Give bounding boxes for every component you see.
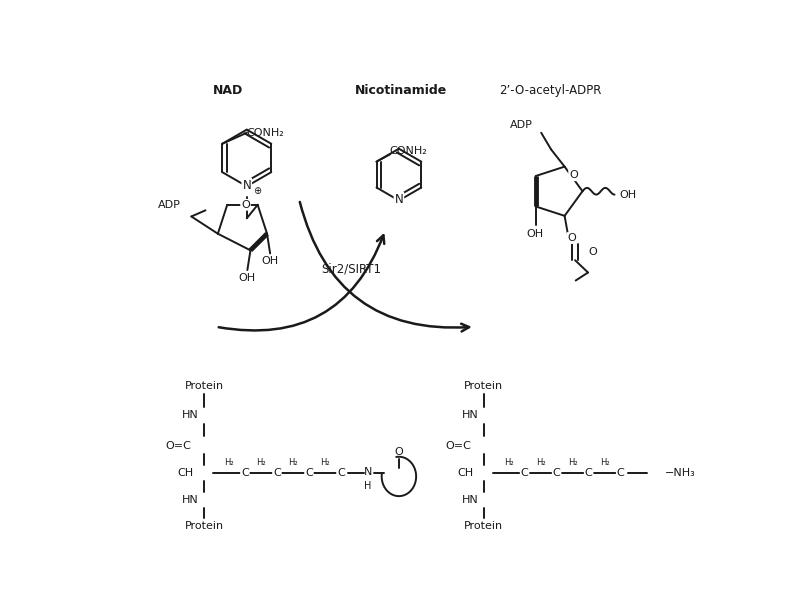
- Text: OH: OH: [619, 190, 637, 199]
- Text: O: O: [569, 170, 578, 180]
- Text: NAD: NAD: [213, 84, 243, 97]
- Text: CONH₂: CONH₂: [390, 145, 427, 156]
- Text: OH: OH: [526, 229, 543, 238]
- Text: O: O: [588, 247, 597, 257]
- Text: OH: OH: [239, 273, 256, 283]
- Text: Protein: Protein: [464, 381, 503, 391]
- Text: HN: HN: [182, 410, 198, 421]
- Text: H₂: H₂: [224, 458, 234, 468]
- Text: N: N: [364, 467, 372, 477]
- Text: H₂: H₂: [320, 458, 330, 468]
- Text: C: C: [305, 468, 313, 478]
- Text: HN: HN: [462, 495, 478, 505]
- Text: HN: HN: [182, 495, 198, 505]
- Text: H₂: H₂: [568, 458, 578, 468]
- Text: N: N: [242, 179, 251, 192]
- Text: H: H: [365, 481, 372, 491]
- Text: CONH₂: CONH₂: [246, 128, 284, 138]
- Text: O: O: [241, 200, 250, 210]
- Text: Protein: Protein: [464, 521, 503, 531]
- Text: Sir2/SIRT1: Sir2/SIRT1: [322, 262, 382, 275]
- Text: C: C: [553, 468, 561, 478]
- Text: C: C: [241, 468, 249, 478]
- Text: H₂: H₂: [536, 458, 546, 468]
- Text: O=C: O=C: [166, 441, 191, 451]
- Text: 2’-O-acetyl-ADPR: 2’-O-acetyl-ADPR: [499, 84, 602, 97]
- Text: ADP: ADP: [158, 201, 181, 210]
- Text: O: O: [394, 447, 403, 457]
- Text: H₂: H₂: [288, 458, 298, 468]
- Text: −NH₃: −NH₃: [665, 468, 696, 478]
- Text: ⊕: ⊕: [253, 186, 262, 196]
- Text: CH: CH: [458, 468, 474, 478]
- Text: C: C: [521, 468, 529, 478]
- Text: H₂: H₂: [600, 458, 610, 468]
- Text: C: C: [617, 468, 625, 478]
- Text: C: C: [585, 468, 593, 478]
- Text: O: O: [568, 233, 576, 243]
- Text: CH: CH: [178, 468, 194, 478]
- Text: ADP: ADP: [510, 120, 533, 130]
- Text: H₂: H₂: [256, 458, 266, 468]
- Text: Protein: Protein: [185, 381, 224, 391]
- Text: HN: HN: [462, 410, 478, 421]
- Text: C: C: [273, 468, 281, 478]
- Text: OH: OH: [262, 257, 278, 266]
- Text: C: C: [337, 468, 345, 478]
- Text: N: N: [394, 193, 403, 206]
- Text: H₂: H₂: [504, 458, 514, 468]
- Text: Nicotinamide: Nicotinamide: [354, 84, 447, 97]
- Text: Protein: Protein: [185, 521, 224, 531]
- Text: O=C: O=C: [445, 441, 471, 451]
